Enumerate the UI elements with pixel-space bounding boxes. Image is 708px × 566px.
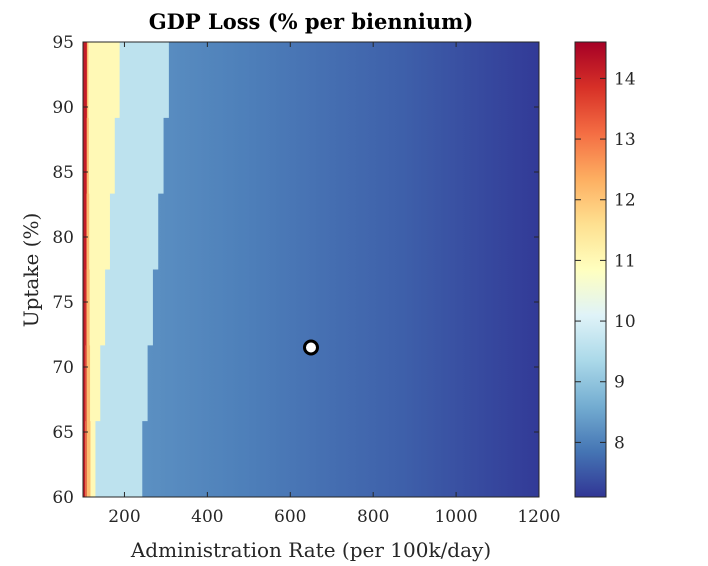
colorbar-tick-label: 11 — [614, 251, 636, 271]
x-tick-label: 1200 — [517, 507, 560, 527]
heatmap-edge-shade — [83, 42, 87, 497]
y-axis: 60 65 70 75 80 85 90 95 — [52, 33, 539, 508]
colorbar-tick-label: 13 — [614, 130, 636, 150]
colorbar-axis: 8 9 10 11 12 13 14 — [575, 69, 636, 453]
y-tick-label: 60 — [52, 488, 74, 508]
y-tick-label: 90 — [52, 98, 74, 118]
x-tick-label: 1000 — [434, 507, 477, 527]
current-point-marker — [303, 339, 319, 356]
chart-title: GDP Loss (% per biennium) — [149, 9, 474, 34]
colorbar-tick-label: 12 — [614, 191, 636, 211]
y-tick-label: 75 — [52, 293, 74, 313]
y-tick-label: 65 — [52, 423, 74, 443]
x-axis: 200 400 600 800 1000 1200 — [108, 42, 561, 527]
heatmap-band-yellow — [83, 42, 125, 497]
y-tick-label: 95 — [52, 33, 74, 53]
x-tick-label: 800 — [357, 507, 389, 527]
y-tick-label: 80 — [52, 228, 74, 248]
colorbar-tick-label: 9 — [614, 373, 625, 393]
y-tick-label: 85 — [52, 163, 74, 183]
colorbar-tick-label: 10 — [614, 312, 636, 332]
y-axis-label: Uptake (%) — [19, 213, 43, 328]
x-tick-label: 200 — [108, 507, 140, 527]
colorbar — [574, 41, 607, 498]
x-tick-label: 600 — [274, 507, 306, 527]
colorbar-tick-label: 14 — [614, 69, 636, 89]
plot-area — [83, 42, 539, 497]
y-tick-label: 70 — [52, 358, 74, 378]
plot-frame — [82, 41, 540, 498]
colorbar-tick-label: 8 — [614, 433, 625, 453]
x-tick-label: 400 — [191, 507, 223, 527]
x-axis-label: Administration Rate (per 100k/day) — [130, 538, 491, 562]
